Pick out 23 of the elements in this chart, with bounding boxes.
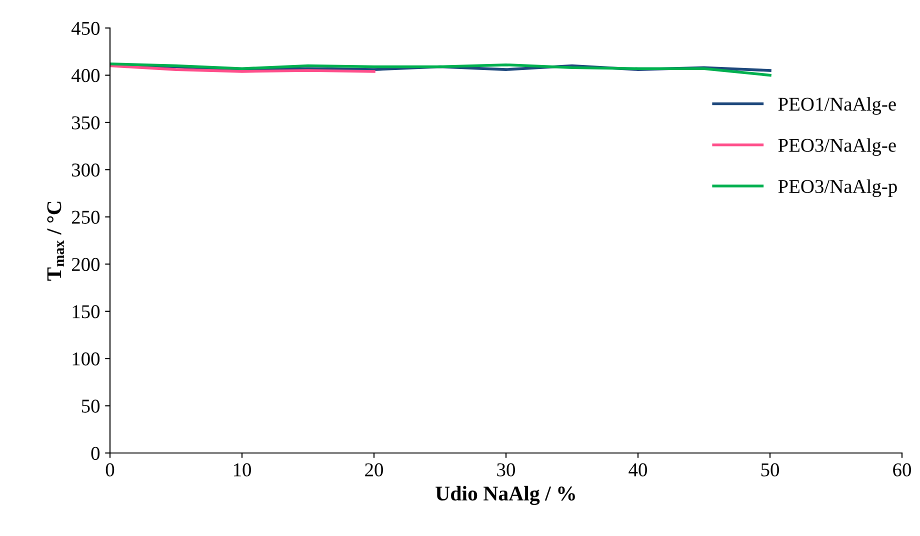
- legend-label: PEO3/NaAlg-e: [778, 138, 896, 156]
- y-tick-label: 0: [91, 446, 100, 460]
- x-tick-label: 50: [761, 463, 779, 476]
- y-tick-label: 400: [71, 69, 100, 82]
- line-series: [110, 62, 772, 77]
- x-tick-label: 10: [234, 463, 251, 476]
- x-tick-label: 0: [106, 463, 114, 476]
- y-tick-label: 350: [72, 116, 100, 130]
- x-tick-label: 20: [365, 463, 383, 476]
- y-tick-label: 100: [72, 352, 100, 366]
- y-tick-label: 450: [71, 22, 100, 35]
- y-tick-label: 250: [72, 210, 100, 224]
- y-tick-label: 200: [72, 258, 100, 272]
- x-axis-title: Udio NaAlg / %: [436, 486, 575, 505]
- y-tick-label: 300: [72, 163, 100, 177]
- legend-label: PEO3/NaAlg-p: [778, 179, 897, 198]
- legend-label: PEO1/NaAlg-e: [778, 97, 896, 115]
- y-tick-label: 50: [82, 400, 100, 413]
- y-axis-title: T$_{max}$ / °C: [47, 202, 64, 281]
- x-tick-label: 30: [497, 463, 515, 476]
- x-tick-label: 40: [628, 463, 647, 476]
- y-tick-label: 150: [72, 305, 100, 318]
- x-tick-label: 60: [893, 463, 911, 476]
